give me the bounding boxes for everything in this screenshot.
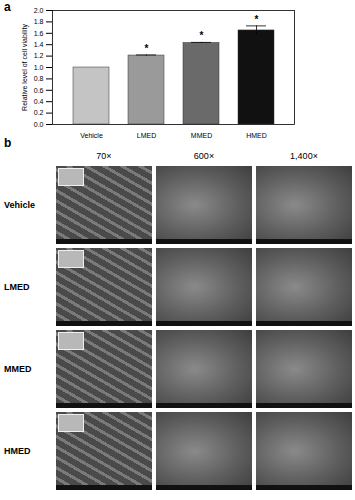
svg-text:0.0: 0.0 (34, 121, 44, 128)
svg-text:LMED: LMED (137, 132, 156, 139)
svg-text:*: * (145, 43, 149, 54)
html-text:70×: 70× (96, 151, 112, 161)
svg-text:Relative level of cell viabili: Relative level of cell viability (21, 24, 29, 111)
html-text:Vehicle: Vehicle (4, 200, 35, 210)
svg-text:1.4: 1.4 (34, 41, 44, 48)
html-text:b: b (4, 136, 12, 150)
svg-text:HMED: HMED (246, 132, 267, 139)
svg-text:MMED: MMED (191, 132, 212, 139)
html-text:1,400×: 1,400× (290, 151, 318, 161)
svg-text:2.0: 2.0 (34, 7, 44, 14)
svg-text:*: * (255, 14, 259, 25)
html-text:a: a (4, 0, 11, 14)
svg-text:0.8: 0.8 (34, 75, 44, 82)
svg-text:0.4: 0.4 (34, 98, 44, 105)
svg-text:Vehicle: Vehicle (80, 132, 103, 139)
svg-text:1.6: 1.6 (34, 30, 44, 37)
svg-text:1.2: 1.2 (34, 52, 44, 59)
svg-text:0.2: 0.2 (34, 109, 44, 116)
html-text:HMED: HMED (4, 446, 31, 456)
html-text:LMED: LMED (4, 282, 30, 292)
html-text:MMED: MMED (4, 364, 32, 374)
svg-text:*: * (200, 30, 204, 41)
svg-text:1.0: 1.0 (34, 64, 44, 71)
svg-text:0.6: 0.6 (34, 87, 44, 94)
html-text:600×: 600× (193, 151, 215, 161)
svg-text:1.8: 1.8 (34, 18, 44, 25)
